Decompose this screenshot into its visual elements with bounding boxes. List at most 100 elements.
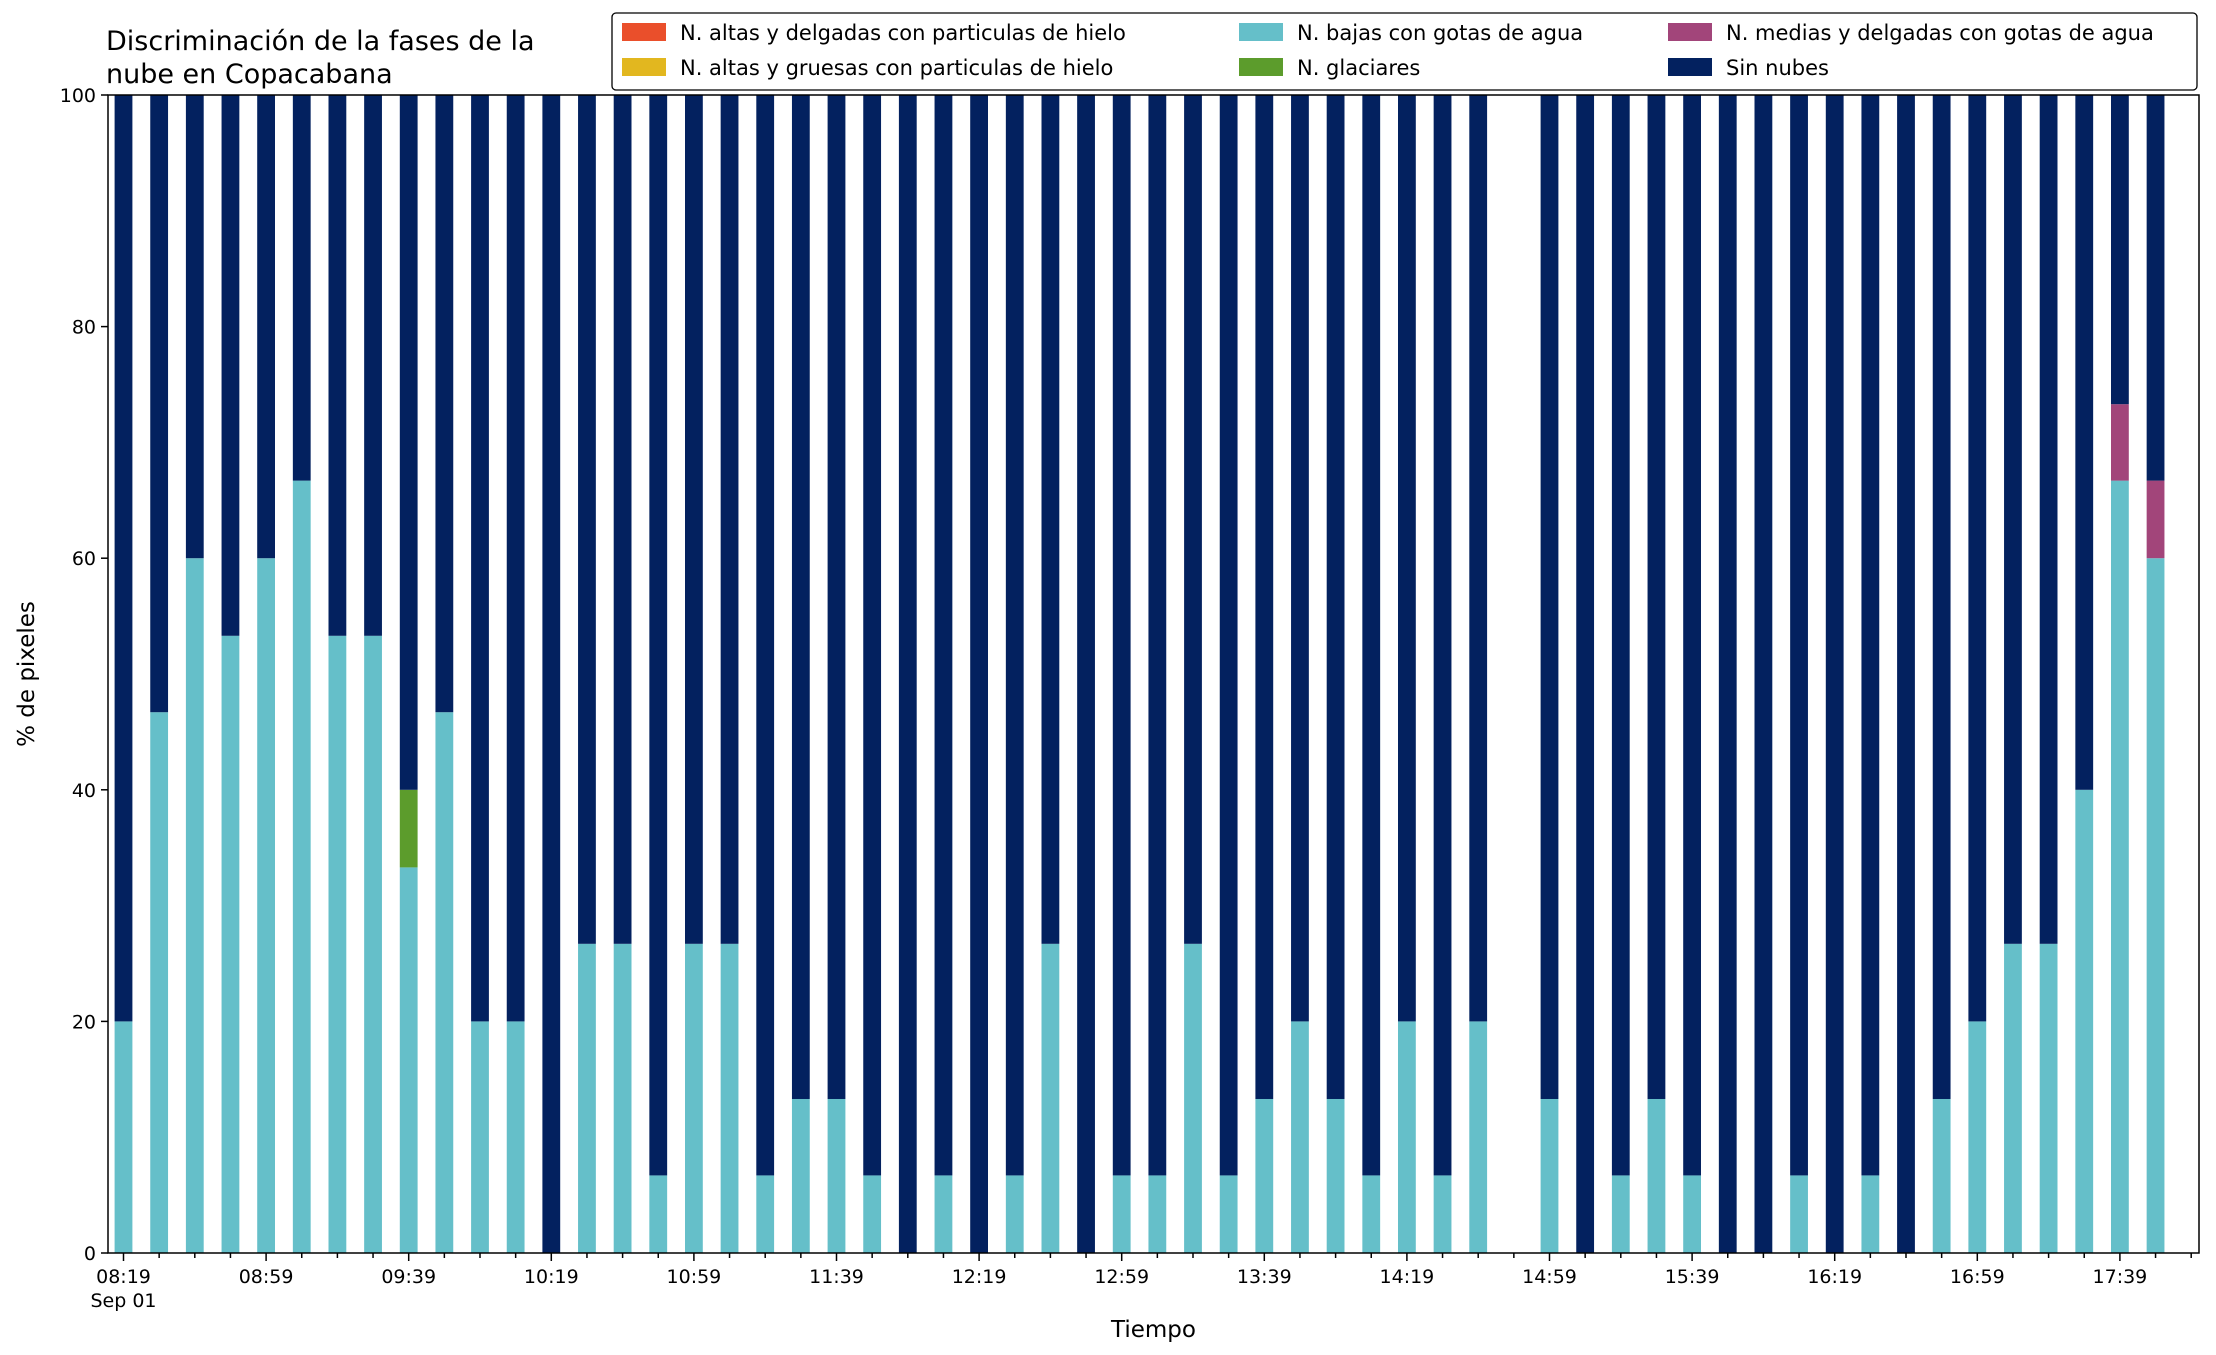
bar-segment bbox=[150, 95, 169, 713]
bar-segment bbox=[257, 95, 275, 559]
x-tick-label: 11:39 bbox=[809, 1266, 864, 1288]
bar-segment bbox=[1647, 95, 1666, 1099]
bar-segment bbox=[613, 95, 632, 944]
bar-segment bbox=[1255, 1098, 1274, 1253]
bar-segment bbox=[1291, 1021, 1309, 1253]
bar-segment bbox=[1433, 95, 1452, 1176]
bar-segment bbox=[685, 95, 703, 944]
bar-segment bbox=[471, 1021, 489, 1253]
bar-segment bbox=[542, 95, 561, 1253]
bar-segment bbox=[1362, 95, 1381, 1176]
bar-segment bbox=[292, 480, 311, 1253]
x-tick-label: 13:39 bbox=[1237, 1266, 1292, 1288]
x-tick-label: 15:39 bbox=[1665, 1266, 1720, 1288]
bar-segment bbox=[1362, 1175, 1381, 1253]
chart-title-line: nube en Copacabana bbox=[106, 59, 393, 90]
bar-segment bbox=[1326, 1098, 1345, 1253]
bar-segment bbox=[2111, 404, 2129, 481]
legend-swatch bbox=[1239, 58, 1283, 76]
bars bbox=[114, 95, 2165, 1253]
legend-item[interactable]: N. medias y delgadas con gotas de agua bbox=[1668, 21, 2154, 45]
bar-segment bbox=[471, 95, 489, 1022]
bar-segment bbox=[435, 95, 454, 713]
x-axis-label: Tiempo bbox=[1110, 1317, 1196, 1343]
bar-segment bbox=[2039, 943, 2058, 1253]
legend-swatch bbox=[1668, 58, 1712, 76]
bar-segment bbox=[970, 95, 988, 1253]
legend-item[interactable]: N. bajas con gotas de agua bbox=[1239, 21, 1583, 45]
bar-segment bbox=[2075, 95, 2094, 790]
bar-segment bbox=[114, 95, 133, 1022]
x-tick-label: 14:59 bbox=[1522, 1266, 1577, 1288]
bar-segment bbox=[1647, 1098, 1666, 1253]
chart-title-line: Discriminación de la fases de la bbox=[106, 26, 535, 57]
bar-segment bbox=[1540, 95, 1559, 1099]
y-tick-label: 20 bbox=[72, 1011, 96, 1033]
legend-item[interactable]: N. altas y delgadas con particulas de hi… bbox=[622, 21, 1126, 45]
bar-segment bbox=[1398, 95, 1416, 1022]
y-tick-label: 60 bbox=[72, 548, 96, 570]
legend-swatch bbox=[1668, 23, 1712, 41]
x-tick-label: 10:59 bbox=[667, 1266, 722, 1288]
bar-segment bbox=[1469, 1021, 1488, 1253]
bar-segment bbox=[2004, 943, 2022, 1253]
bar-segment bbox=[1611, 95, 1630, 1176]
bar-segment bbox=[1790, 95, 1808, 1176]
bar-segment bbox=[1184, 95, 1202, 944]
y-tick-label: 80 bbox=[72, 317, 96, 339]
x-tick-label: 09:39 bbox=[381, 1266, 436, 1288]
x-tick-label: 10:19 bbox=[524, 1266, 579, 1288]
legend-item[interactable]: N. altas y gruesas con particulas de hie… bbox=[622, 56, 1113, 80]
bar-segment bbox=[578, 95, 596, 944]
x-tick-label: 14:19 bbox=[1380, 1266, 1435, 1288]
legend-label: N. glaciares bbox=[1297, 56, 1420, 80]
bar-segment bbox=[1148, 95, 1167, 1176]
bar-segment bbox=[1219, 95, 1238, 1176]
bar-segment bbox=[364, 635, 382, 1253]
bar-segment bbox=[2111, 480, 2129, 1253]
bar-segment bbox=[1790, 1175, 1808, 1253]
bar-segment bbox=[328, 95, 347, 636]
bar-segment bbox=[2146, 558, 2165, 1253]
bar-segment bbox=[399, 95, 418, 790]
bar-segment bbox=[756, 1175, 775, 1253]
x-date-label: Sep 01 bbox=[90, 1290, 156, 1312]
bar-segment bbox=[863, 1175, 882, 1253]
bar-segment bbox=[1861, 1175, 1880, 1253]
bar-segment bbox=[292, 95, 311, 481]
bar-segment bbox=[827, 1098, 846, 1253]
bar-segment bbox=[1005, 1175, 1024, 1253]
bar-segment bbox=[1291, 95, 1309, 1022]
x-tick-label: 16:19 bbox=[1807, 1266, 1862, 1288]
bar-segment bbox=[1968, 1021, 1987, 1253]
bar-segment bbox=[399, 867, 418, 1253]
bar-segment bbox=[1861, 95, 1880, 1176]
bar-segment bbox=[2111, 95, 2129, 405]
x-tick-label: 12:59 bbox=[1094, 1266, 1149, 1288]
bar-segment bbox=[364, 95, 382, 636]
bar-segment bbox=[1683, 1175, 1701, 1253]
x-tick-label: 17:39 bbox=[2093, 1266, 2148, 1288]
bar-segment bbox=[1148, 1175, 1167, 1253]
bar-segment bbox=[328, 635, 347, 1253]
bar-segment bbox=[613, 943, 632, 1253]
bar-segment bbox=[221, 95, 240, 636]
x-axis: 08:19 08:59 09:39 10:19 10:59 11:39 12:19 12:59… bbox=[90, 1253, 2192, 1312]
bar-segment bbox=[506, 95, 525, 1022]
bar-segment bbox=[257, 558, 275, 1253]
bar-segment bbox=[720, 95, 739, 944]
bar-segment bbox=[791, 95, 810, 1099]
y-tick-label: 40 bbox=[72, 780, 96, 802]
bar-segment bbox=[1005, 95, 1024, 1176]
bar-segment bbox=[1326, 95, 1345, 1099]
bar-segment bbox=[1825, 95, 1844, 1253]
bar-segment bbox=[1041, 943, 1060, 1253]
legend-item[interactable]: Sin nubes bbox=[1668, 56, 1829, 80]
bar-segment bbox=[2146, 480, 2165, 559]
legend[interactable]: N. altas y delgadas con particulas de hi… bbox=[611, 12, 2198, 91]
bar-segment bbox=[578, 943, 596, 1253]
bar-segment bbox=[1255, 95, 1274, 1099]
bar-segment bbox=[1469, 95, 1488, 1022]
legend-item[interactable]: N. glaciares bbox=[1239, 56, 1420, 80]
